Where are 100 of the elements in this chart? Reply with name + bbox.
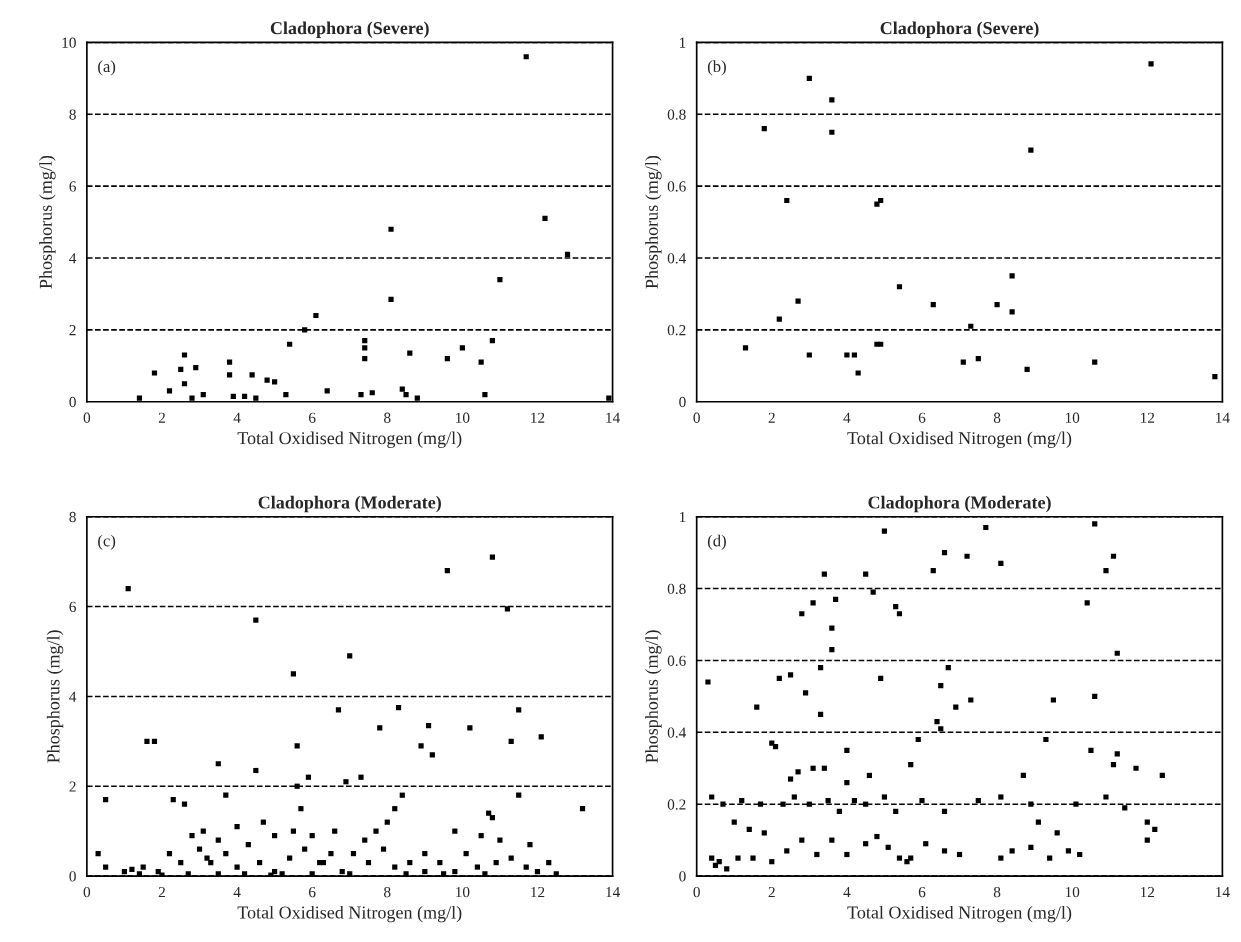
x-tick-label: 12: [531, 412, 545, 423]
point: [181, 381, 188, 387]
point: [226, 372, 233, 378]
point: [226, 359, 233, 365]
point: [1009, 309, 1015, 315]
point: [829, 129, 835, 135]
x-tick-label: 4: [233, 412, 241, 423]
point: [181, 352, 188, 358]
point: [742, 345, 749, 351]
point: [253, 395, 259, 401]
annotation: (c): [98, 534, 116, 550]
point: [414, 395, 420, 401]
x-tick-label: 0: [83, 886, 91, 898]
point: [878, 341, 884, 347]
point: [1024, 366, 1030, 372]
x-axis-title: Total Oxidised Nitrogen (mg/l): [237, 905, 462, 923]
point: [403, 391, 409, 398]
point: [784, 197, 790, 204]
point: [388, 296, 394, 302]
point: [896, 284, 903, 290]
point: [806, 352, 812, 358]
y-tick-label: 0: [69, 871, 76, 882]
y-tick-label: 6: [69, 181, 76, 192]
x-tick-label: 8: [384, 886, 391, 898]
y-tick-label: 8: [69, 511, 76, 523]
point: [166, 388, 173, 394]
annotation: (a): [98, 60, 116, 76]
point: [302, 327, 308, 333]
annotation: (b): [707, 60, 726, 76]
point: [523, 54, 529, 60]
y-tick-label: 4: [69, 691, 77, 702]
point: [930, 302, 936, 308]
x-tick-label: 12: [1140, 886, 1155, 898]
point: [497, 276, 503, 283]
point: [283, 391, 289, 398]
point: [264, 377, 270, 383]
x-tick-label: 6: [309, 412, 316, 423]
x-tick-label: 4: [843, 887, 851, 898]
x-axis-title: Total Oxidised Nitrogen (mg/l): [237, 431, 462, 448]
point: [362, 338, 368, 344]
point: [829, 97, 835, 103]
point: [776, 316, 782, 322]
x-tick-label: 2: [158, 886, 165, 898]
x-tick-label: 6: [918, 886, 926, 898]
y-tick-label: 4: [69, 253, 77, 264]
x-tick-label: 0: [83, 412, 91, 423]
point: [878, 197, 884, 204]
x-tick-label: 8: [384, 412, 391, 423]
y-tick-label: 0: [69, 396, 76, 408]
point: [324, 388, 330, 394]
y-tick-label: 0.6: [667, 181, 686, 192]
x-tick-label: 10: [1065, 412, 1080, 423]
point: [606, 395, 612, 401]
point: [313, 312, 319, 319]
x-tick-label: 0: [693, 412, 700, 423]
y-tick-label: 6: [69, 601, 76, 613]
point: [272, 379, 278, 385]
point: [200, 391, 206, 398]
point: [388, 226, 394, 232]
x-tick-label: 2: [768, 412, 775, 423]
point: [193, 364, 199, 371]
y-tick-label: 0: [679, 871, 686, 882]
y-tick-label: 0: [679, 396, 686, 408]
y-axis-title: Phosphorus (mg/l): [645, 155, 662, 289]
point: [287, 341, 293, 347]
x-tick-label: 10: [1065, 886, 1080, 898]
point: [444, 356, 450, 362]
x-tick-label: 10: [456, 412, 470, 423]
point: [358, 391, 364, 398]
point: [806, 75, 812, 81]
y-axis-title: Phosphorus (mg/l): [39, 155, 56, 289]
x-tick-label: 6: [918, 412, 926, 423]
point: [564, 251, 571, 257]
point: [362, 356, 368, 362]
y-axis-title: Phosphorus (mg/l): [645, 630, 662, 763]
x-tick-label: 0: [693, 886, 700, 898]
chart-title: Cladophora (Severe): [270, 21, 429, 38]
y-tick-label: 1: [679, 37, 686, 48]
y-tick-label: 0.6: [667, 655, 686, 666]
point: [851, 352, 857, 358]
point: [249, 372, 255, 378]
x-tick-label: 4: [233, 887, 241, 898]
point: [994, 302, 1000, 308]
x-axis-title: Total Oxidised Nitrogen (mg/l): [847, 431, 1072, 448]
chart-title: Cladophora (Moderate): [868, 495, 1051, 513]
point: [844, 352, 850, 358]
x-tick-label: 14: [606, 412, 620, 423]
chart-title: Cladophora (Severe): [880, 21, 1039, 38]
point: [855, 370, 861, 376]
x-tick-label: 12: [531, 886, 545, 898]
y-tick-label: 0.4: [667, 727, 687, 738]
chart-title: Cladophora (Moderate): [258, 495, 441, 513]
y-tick-label: 0.4: [667, 253, 687, 264]
annotation: (d): [707, 534, 726, 550]
x-tick-label: 2: [768, 886, 775, 898]
x-tick-label: 8: [993, 412, 1001, 423]
point: [136, 395, 143, 401]
point: [542, 215, 548, 222]
point: [369, 390, 375, 396]
y-tick-label: 2: [69, 781, 76, 792]
